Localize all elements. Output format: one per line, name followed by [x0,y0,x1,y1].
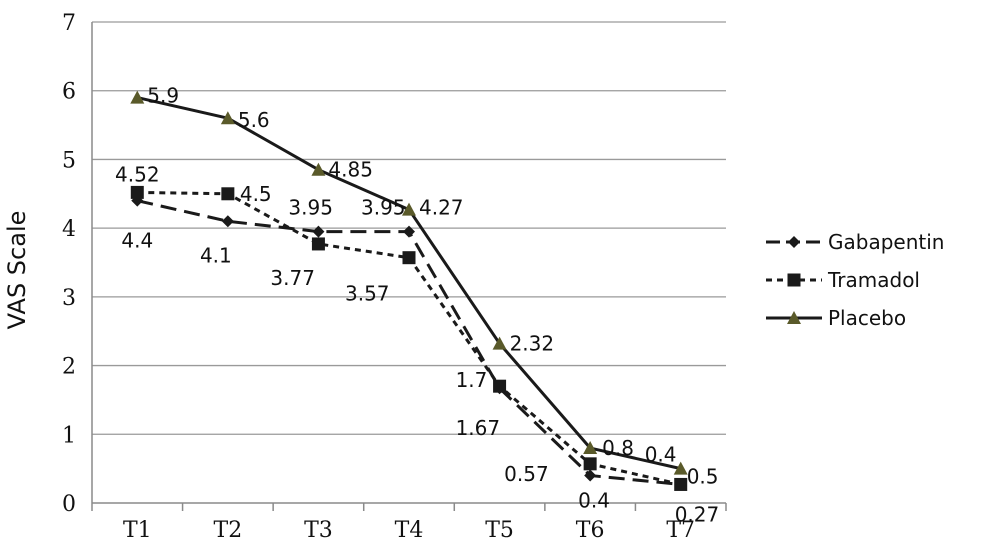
gridlines [92,21,726,435]
legend-label-tramadol: Tramadol [827,268,920,292]
legend-label-placebo: Placebo [828,306,906,330]
y-tick-labels: 0 1 2 3 4 5 6 7 [62,11,76,517]
data-label: 0.4 [645,443,677,467]
data-point-placebo [402,202,416,216]
data-point-placebo [311,162,326,176]
data-label: 4.27 [419,196,464,220]
y-axis-title: VAS Scale [3,211,31,330]
legend-marker-gabapentin [788,236,800,248]
axes [91,22,727,511]
data-label: 1.67 [456,416,501,440]
y-tick-label: 6 [62,80,76,105]
y-tick-label: 4 [62,217,76,242]
data-label: 3.95 [288,196,333,220]
y-tick-label: 2 [62,355,76,380]
x-tick-label: T6 [576,518,605,543]
x-tick-label: T3 [304,518,333,543]
series-lines [136,96,682,486]
data-label: 0.4 [578,489,610,513]
legend-marker-placebo [787,311,801,324]
data-point-tramadol [221,187,235,201]
data-point-gabapentin [584,469,597,482]
data-point-placebo [220,111,235,125]
data-label: 0.5 [687,465,719,489]
legend-marker-tramadol [787,273,801,287]
x-tick-label: T4 [395,518,424,543]
data-labels: 5.9 5.6 4.85 4.27 2.32 0.8 0.4 0.5 4.52 4.5 3.77 3.… [115,84,719,527]
data-point-gabapentin [221,215,234,228]
data-point-placebo [130,90,145,104]
series-markers [130,90,688,491]
data-label: 4.4 [121,229,153,253]
data-label: 0.8 [602,436,634,460]
x-tick-label: T1 [123,518,152,543]
data-label: 0.27 [675,502,720,526]
data-label: 3.77 [270,266,315,290]
data-point-placebo [583,441,598,455]
data-label: 4.52 [115,162,160,186]
x-tick-label: T7 [666,518,695,543]
data-label: 5.9 [147,84,179,108]
data-label: 4.5 [240,182,272,206]
y-tick-label: 7 [62,11,76,36]
data-point-tramadol [402,251,416,265]
y-tick-label: 5 [62,148,76,173]
data-label: 3.95 [361,196,406,220]
data-label: 3.57 [345,282,390,306]
data-label: 4.1 [200,243,232,267]
data-label: 2.32 [510,332,555,356]
legend-label-gabapentin: Gabapentin [828,230,944,254]
data-point-tramadol [311,237,325,251]
legend: Gabapentin Tramadol Placebo [766,230,944,330]
x-tick-labels: T1 T2 T3 T4 T5 T6 T7 [123,518,695,543]
y-tick-label: 3 [62,286,76,311]
data-point-tramadol [493,379,507,393]
data-point-tramadol [674,477,688,491]
y-tick-label: 0 [62,492,76,517]
data-label: 1.7 [456,368,488,392]
data-point-placebo [673,461,688,475]
data-point-gabapentin [312,225,325,238]
x-tick-label: T2 [214,518,243,543]
data-label: 4.85 [328,158,373,182]
data-label: 0.57 [504,462,549,486]
data-label: 5.6 [238,108,270,132]
data-point-gabapentin [403,225,415,238]
series-line-placebo [136,96,682,471]
data-point-tramadol [130,185,144,199]
data-point-tramadol [583,457,597,471]
data-point-placebo [492,336,507,350]
x-tick-label: T5 [485,518,514,543]
y-tick-label: 1 [62,423,76,448]
